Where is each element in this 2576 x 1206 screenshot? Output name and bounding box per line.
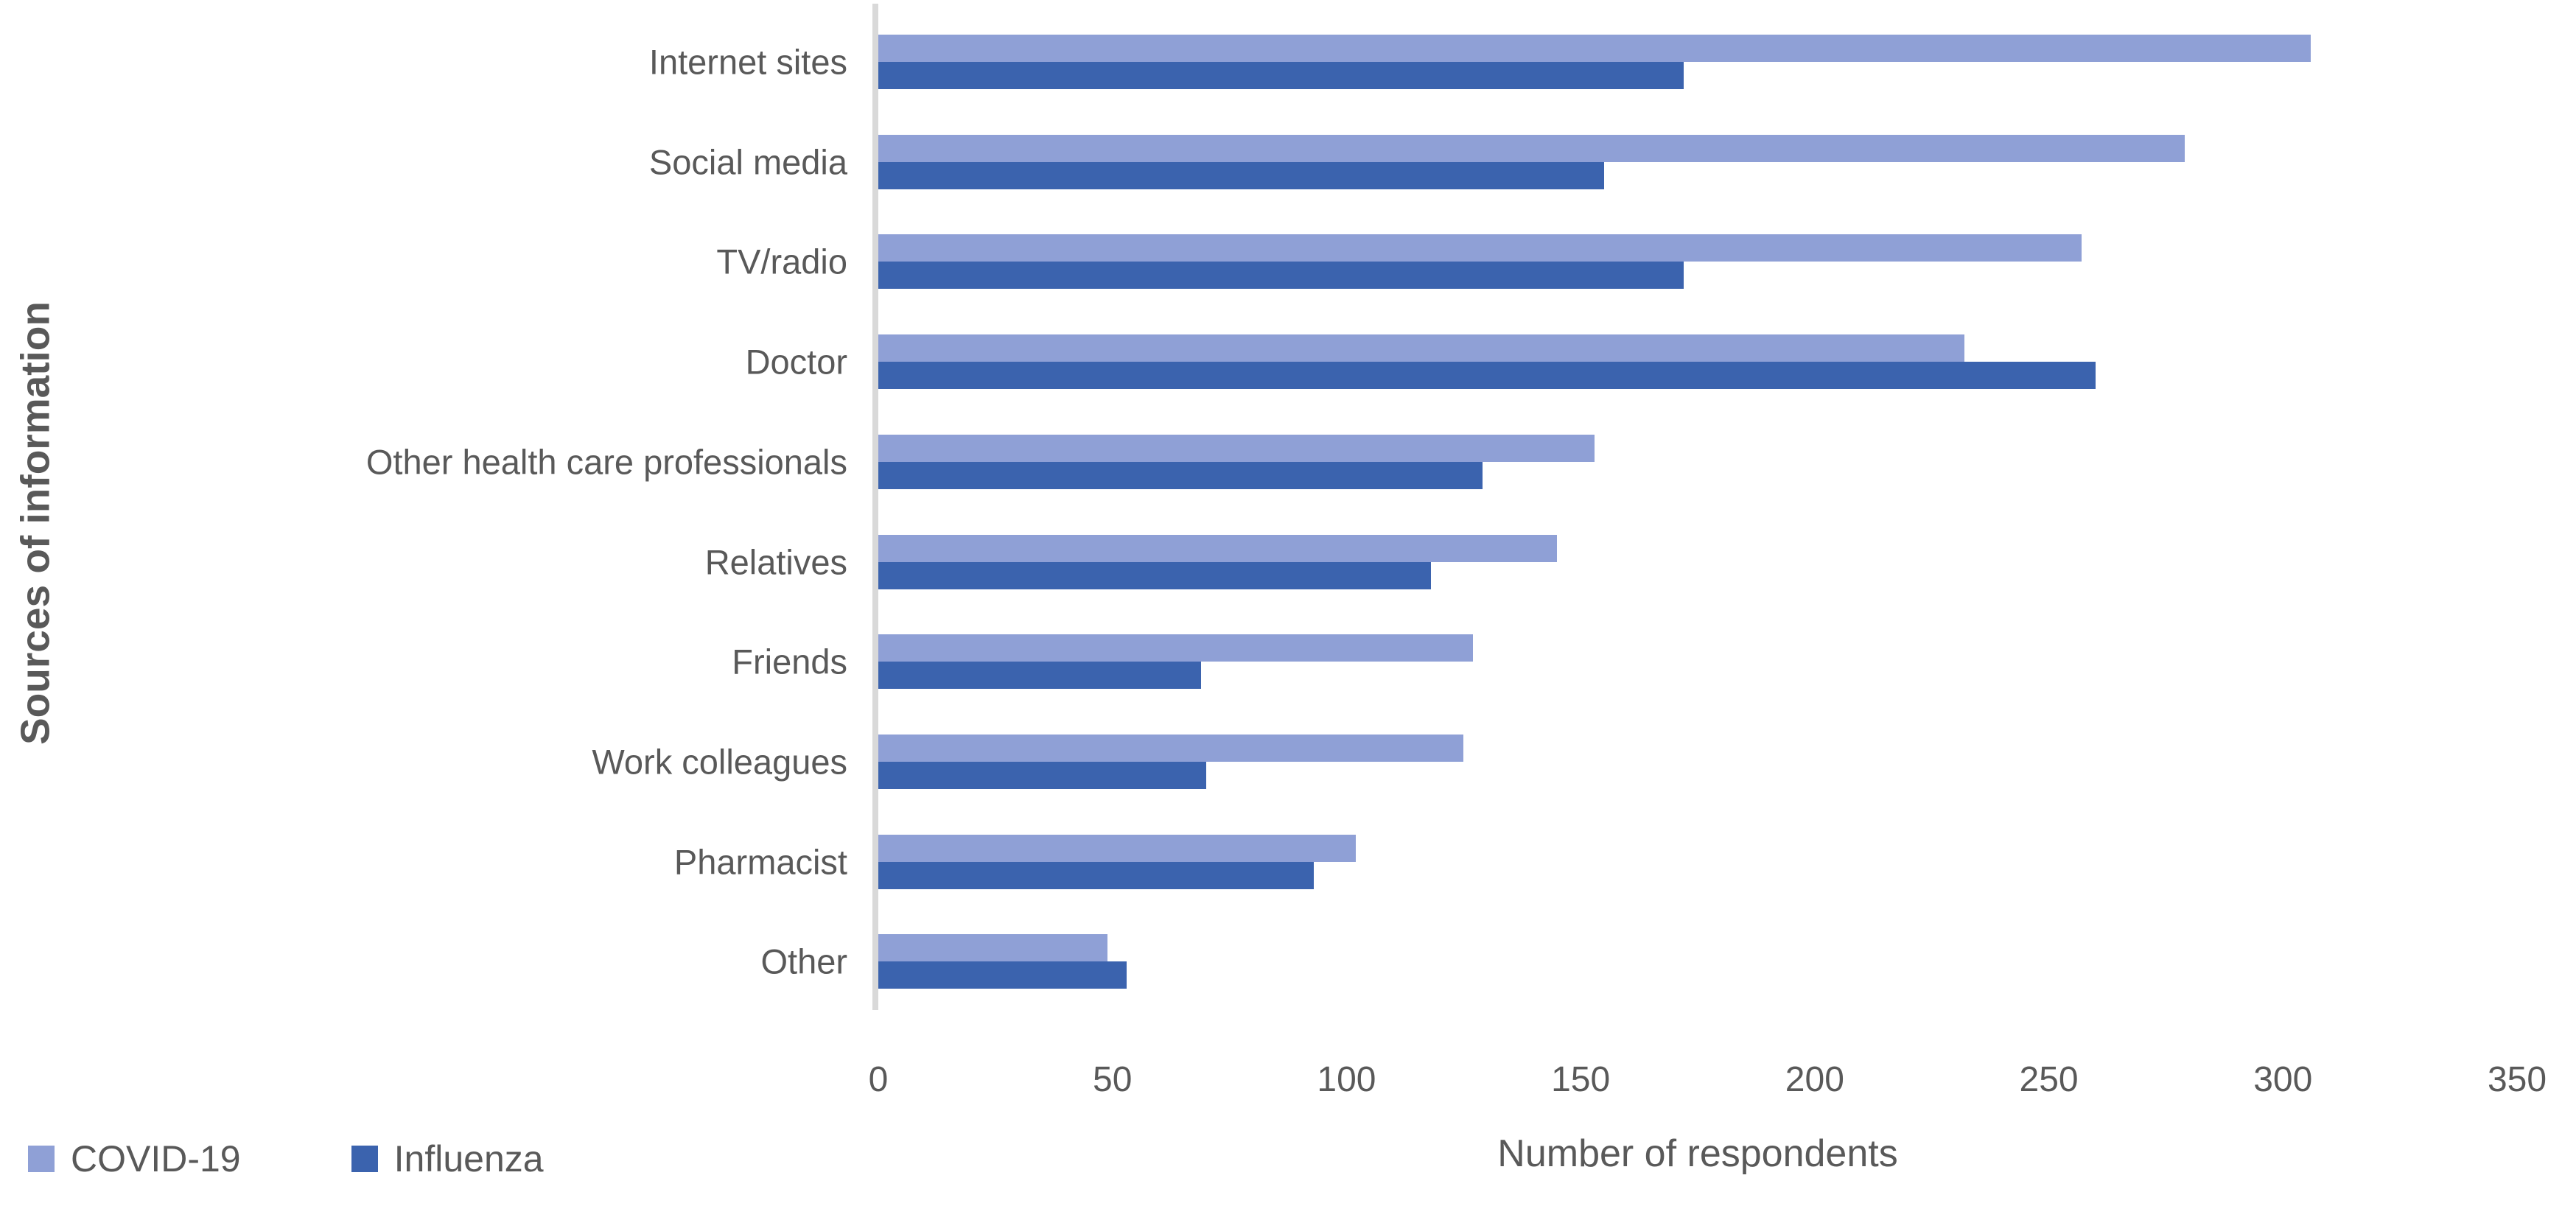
- x-axis-tick-label: 150: [1551, 1060, 1611, 1099]
- x-axis-title: Number of respondents: [1497, 1132, 1898, 1175]
- category-label: Friends: [732, 642, 847, 681]
- category-label: Pharmacist: [673, 842, 847, 882]
- legend-item-influenza: Influenza: [351, 1140, 544, 1177]
- bar-influenza: [878, 961, 1127, 989]
- x-axis-tick-label: 200: [1785, 1060, 1844, 1099]
- bar-covid-19: [878, 134, 2185, 162]
- legend-item-covid-19: COVID-19: [28, 1140, 241, 1177]
- category-label: Doctor: [745, 342, 847, 382]
- x-axis-tick-label: 50: [1093, 1060, 1133, 1099]
- bar-influenza: [878, 662, 1202, 690]
- x-axis-tick-label: 0: [868, 1060, 889, 1099]
- y-axis-title: Sources of information: [12, 301, 58, 745]
- bar-influenza: [878, 161, 1604, 189]
- bar-covid-19: [878, 434, 1595, 462]
- bar-influenza: [878, 362, 2096, 390]
- category-label: Other health care professionals: [365, 442, 847, 482]
- y-axis-line: [872, 4, 878, 1010]
- category-label: Social media: [648, 142, 847, 182]
- bar-covid-19: [878, 234, 2082, 262]
- bar-covid-19: [878, 734, 1464, 762]
- x-axis-tick-label: 300: [2253, 1060, 2313, 1099]
- bar-influenza: [878, 761, 1206, 789]
- legend-label-influenza: Influenza: [393, 1138, 544, 1179]
- bar-covid-19: [878, 634, 1473, 662]
- bar-covid-19: [878, 934, 1108, 962]
- category-label: Other: [760, 942, 847, 981]
- x-axis-tick-label: 250: [2019, 1060, 2079, 1099]
- category-label: Work colleagues: [592, 742, 847, 782]
- bar-covid-19: [878, 834, 1357, 862]
- bar-covid-19: [878, 334, 1965, 362]
- legend: COVID-19 Influenza: [28, 1140, 544, 1177]
- x-axis-tick-label: 100: [1317, 1060, 1376, 1099]
- category-label: Internet sites: [648, 42, 847, 82]
- bar-influenza: [878, 62, 1684, 89]
- bar-influenza: [878, 262, 1684, 290]
- category-label: Relatives: [704, 542, 847, 581]
- bar-influenza: [878, 561, 1431, 589]
- x-axis-tick-label: 350: [2487, 1060, 2547, 1099]
- bar-influenza: [878, 861, 1314, 889]
- category-label: TV/radio: [716, 242, 847, 281]
- legend-label-covid-19: COVID-19: [71, 1138, 241, 1179]
- bar-influenza: [878, 461, 1483, 489]
- bar-covid-19: [878, 534, 1558, 562]
- legend-swatch-covid-19: [28, 1146, 55, 1172]
- legend-swatch-influenza: [351, 1146, 378, 1172]
- bar-covid-19: [878, 35, 2311, 62]
